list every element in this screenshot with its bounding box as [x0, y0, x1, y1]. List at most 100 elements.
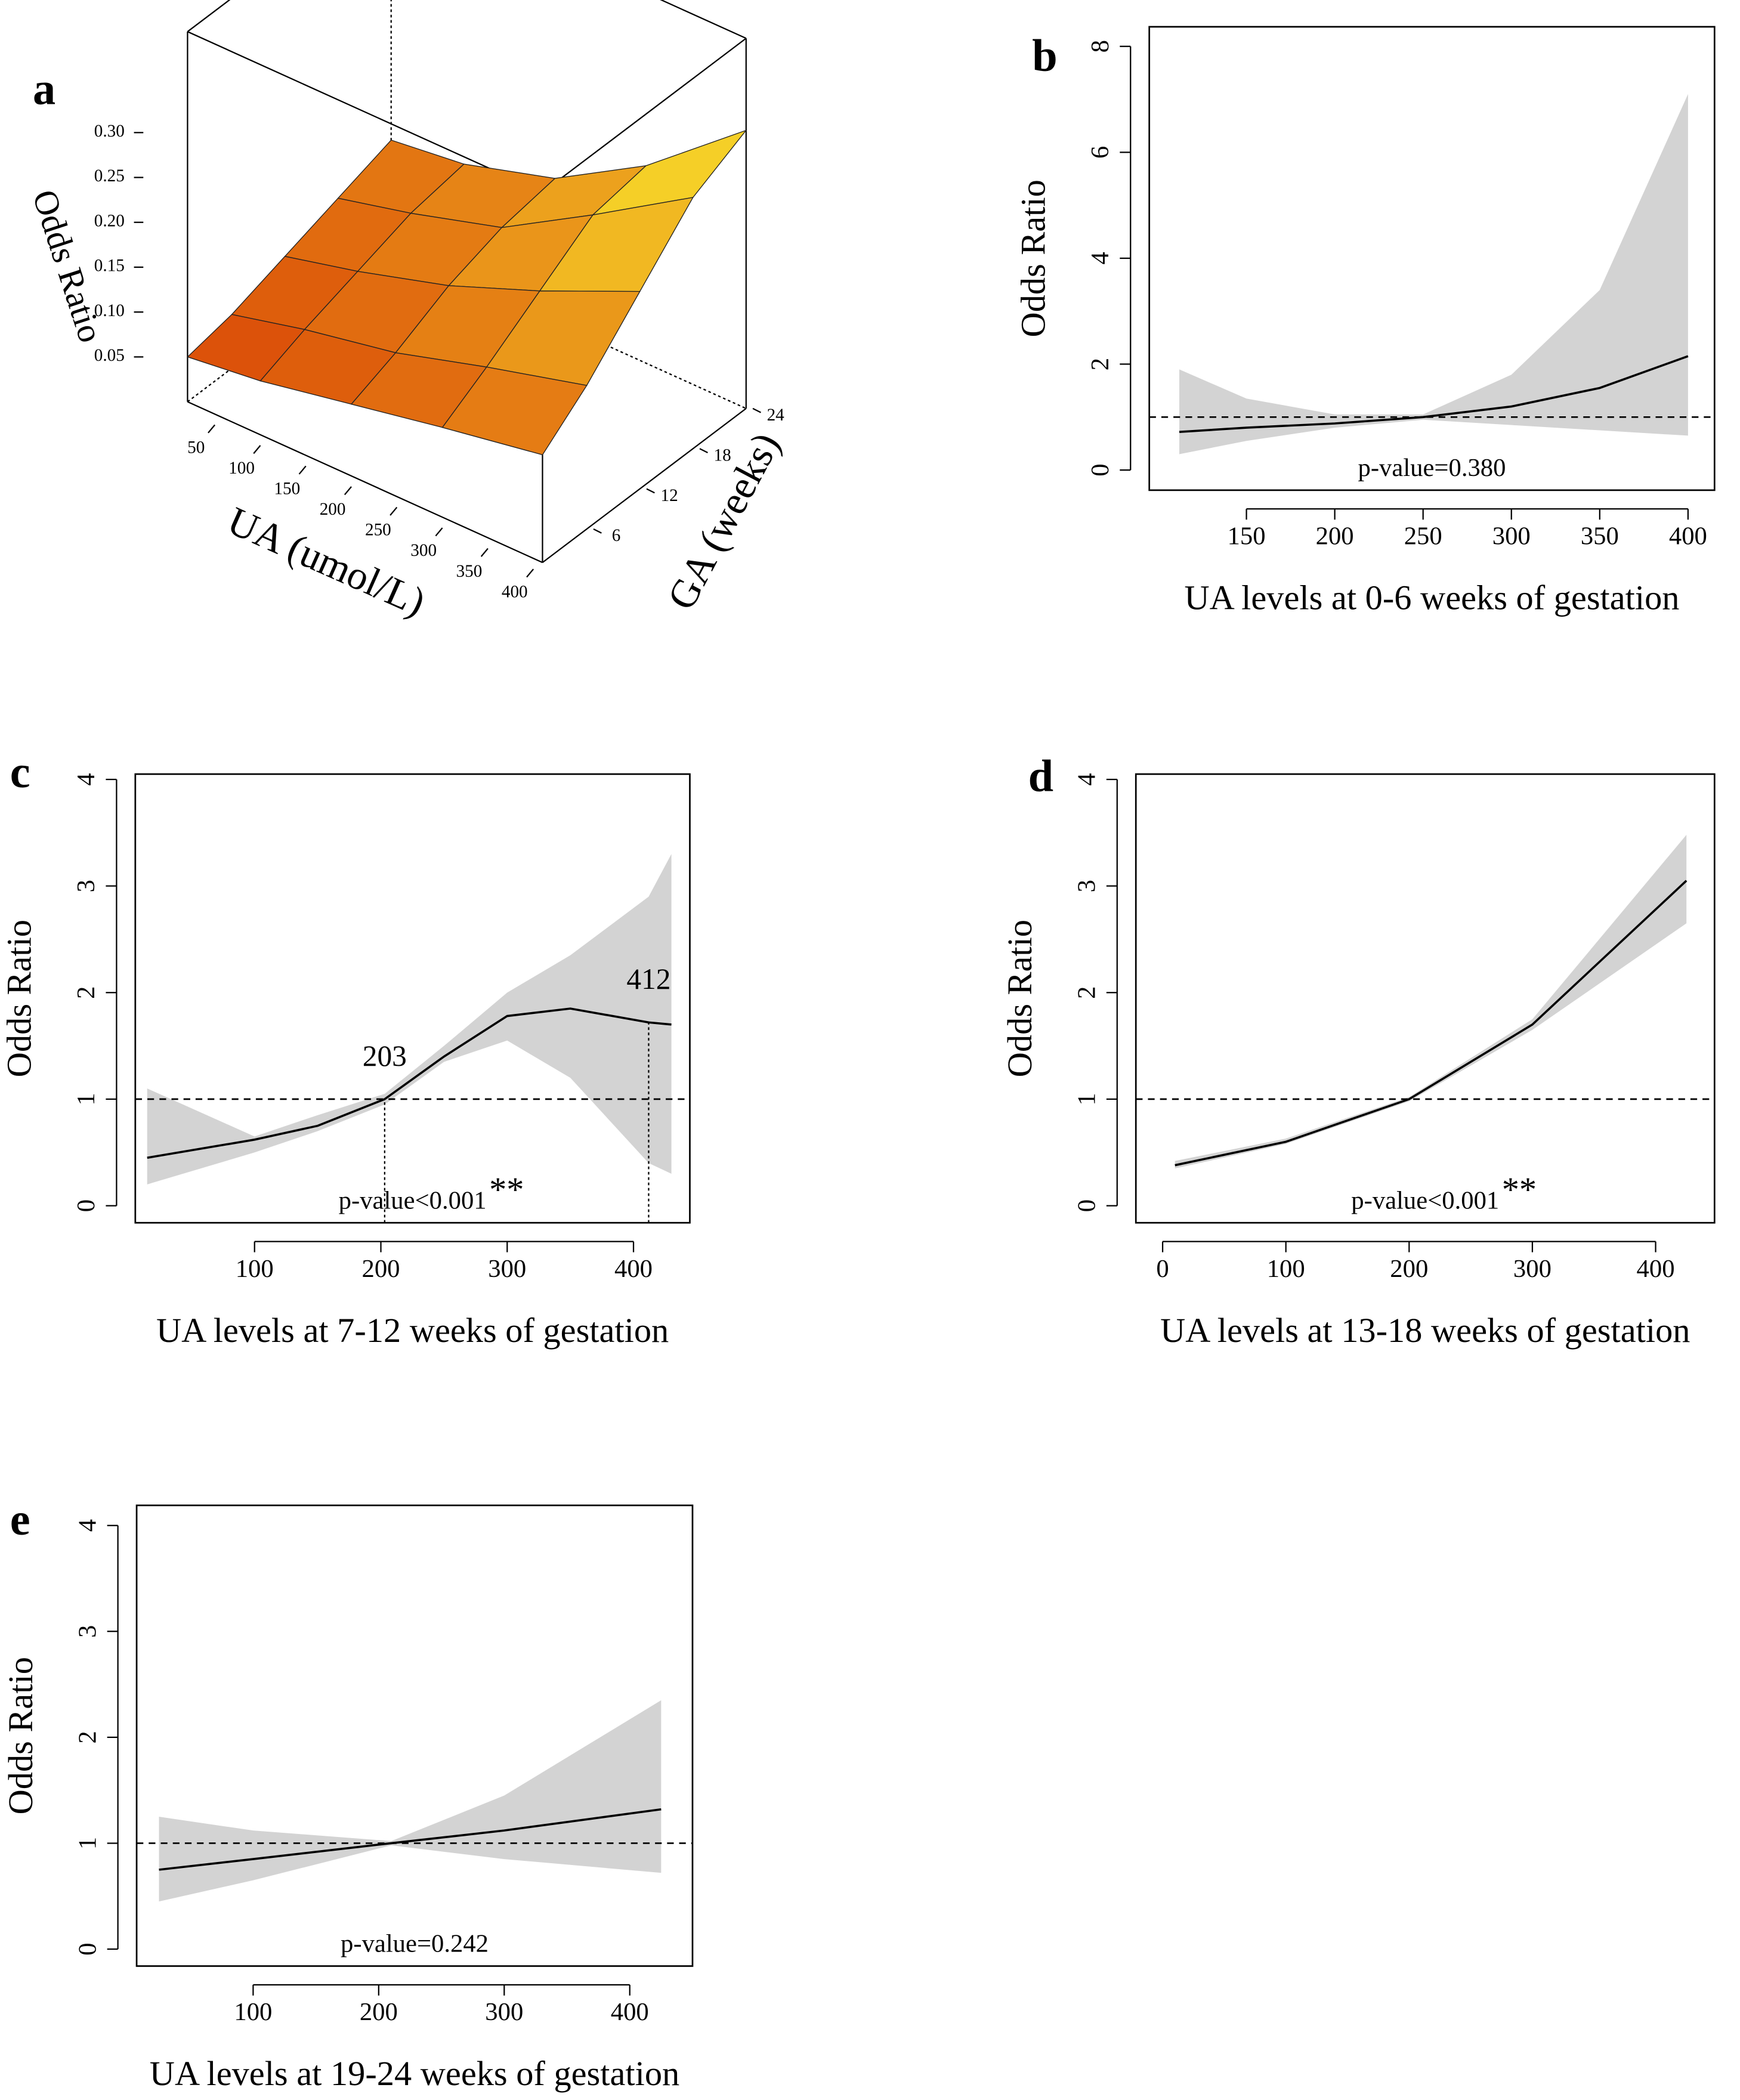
x-tick-label: 250: [365, 521, 391, 540]
x-tick-label: 200: [1316, 522, 1354, 550]
z-tick-label: 0.15: [94, 256, 125, 276]
z-tick-label: 0.25: [94, 166, 125, 185]
y-tick-label: 0: [72, 1199, 100, 1212]
x-tick: [435, 527, 443, 537]
x-tick-label: 400: [614, 1255, 653, 1283]
x-tick: [344, 486, 352, 496]
plot-frame: [135, 1504, 694, 1967]
y-tick: [593, 528, 602, 534]
x-tick-label: 100: [234, 1998, 272, 2026]
x-tick-label: 0: [1156, 1255, 1169, 1283]
p-value: p-value<0.001: [339, 1186, 487, 1214]
y-tick-label: 18: [714, 446, 731, 465]
confidence-band: [159, 1700, 662, 1902]
y-tick-label: 3: [73, 1625, 101, 1638]
y-tick-label: 4: [1073, 773, 1101, 785]
x-tick: [253, 445, 261, 454]
z-tick-label: 0.20: [94, 211, 125, 230]
y-tick: [646, 488, 655, 494]
x-tick-label: 400: [1637, 1255, 1675, 1283]
x-tick-label: 100: [228, 459, 255, 478]
y-tick-label: 2: [72, 986, 100, 999]
cutoff-label: 203: [363, 1040, 407, 1072]
x-tick: [298, 465, 307, 475]
x-tick: [480, 548, 489, 557]
x-tick-label: 300: [1492, 522, 1531, 550]
cutoff-label: 412: [626, 963, 670, 995]
y-tick-label: 4: [1086, 252, 1114, 264]
significance-mark: **: [489, 1170, 524, 1209]
y-tick-label: 4: [73, 1519, 101, 1532]
x-tick-label: 150: [1228, 522, 1266, 550]
x-tick: [526, 568, 534, 578]
panel-letter: c: [10, 747, 30, 797]
y-tick-label: 2: [1086, 358, 1114, 370]
estimate-line: [159, 1808, 662, 1871]
y-tick-label: 0: [1086, 463, 1114, 476]
x-tick-label: 100: [1267, 1255, 1305, 1283]
y-axis-title: Odds Ratio: [0, 920, 39, 1077]
y-tick-label: 3: [72, 880, 100, 892]
y-tick-label: 1: [1073, 1093, 1101, 1105]
y-axis-title: Odds Ratio: [1, 1657, 40, 1814]
plot-frame: [134, 773, 691, 1224]
x-tick: [390, 506, 398, 516]
y-tick-label: 6: [1086, 146, 1114, 159]
x-tick-label: 300: [1513, 1255, 1552, 1283]
x-tick-label: 200: [362, 1255, 400, 1283]
p-value: p-value=0.380: [1358, 454, 1506, 482]
y-tick-label: 3: [1073, 880, 1101, 892]
y-tick-label: 0: [1073, 1199, 1101, 1212]
y-tick-label: 4: [72, 773, 100, 785]
estimate-line: [147, 1007, 672, 1159]
p-value: p-value<0.001: [1351, 1186, 1499, 1214]
panel-letter: e: [10, 1494, 30, 1545]
confidence-band: [1175, 834, 1687, 1169]
x-tick: [208, 424, 216, 434]
estimate-line: [1175, 880, 1688, 1167]
plot-frame: [1148, 26, 1716, 491]
y-tick-label: 6: [612, 526, 621, 545]
y-tick-label: 8: [1086, 40, 1114, 52]
significance-mark: **: [1502, 1170, 1537, 1209]
plot-frame: [1135, 773, 1716, 1224]
box-edge: [542, 38, 747, 193]
x-axis-title: UA levels at 13-18 weeks of gestation: [1160, 1311, 1690, 1350]
x-tick-label: 350: [1581, 522, 1619, 550]
confidence-band: [1179, 94, 1688, 454]
x-tick-label: 200: [1390, 1255, 1428, 1283]
x-tick-label: 200: [360, 1998, 398, 2026]
x-tick-label: 50: [187, 438, 205, 457]
x-tick-label: 300: [485, 1998, 523, 2026]
y-tick: [752, 407, 761, 413]
x-axis-title: UA levels at 7-12 weeks of gestation: [156, 1311, 669, 1350]
box-edge: [187, 401, 543, 564]
box-edge: [660, 0, 747, 39]
x-tick-label: 400: [611, 1998, 649, 2026]
box-edge: [187, 0, 231, 32]
z-tick-label: 0.05: [94, 346, 125, 365]
x-tick-label: 100: [236, 1255, 274, 1283]
y-axis-title: Odds Ratio: [1013, 180, 1052, 337]
y-tick-label: 12: [661, 486, 678, 505]
confidence-band: [147, 853, 672, 1184]
y-axis-title: Odds Ratio: [1000, 920, 1039, 1077]
x-tick-label: 400: [502, 582, 528, 601]
y-tick-label: 2: [73, 1731, 101, 1743]
x-tick-label: 300: [488, 1255, 526, 1283]
y-tick-label: 24: [767, 406, 785, 425]
x-axis-title: UA levels at 19-24 weeks of gestation: [150, 2054, 679, 2093]
y-tick-label: 1: [72, 1093, 100, 1105]
x-tick-label: 200: [320, 500, 346, 519]
panel-letter: b: [1032, 30, 1057, 81]
x-tick-label: 300: [410, 541, 437, 560]
x-tick-label: 150: [274, 480, 300, 499]
box-edge: [187, 31, 543, 193]
z-tick-label: 0.30: [94, 122, 125, 141]
x-tick-label: 400: [1669, 522, 1707, 550]
y-tick-label: 1: [73, 1837, 101, 1850]
estimate-line: [1179, 355, 1689, 433]
box-edge: [542, 407, 747, 564]
